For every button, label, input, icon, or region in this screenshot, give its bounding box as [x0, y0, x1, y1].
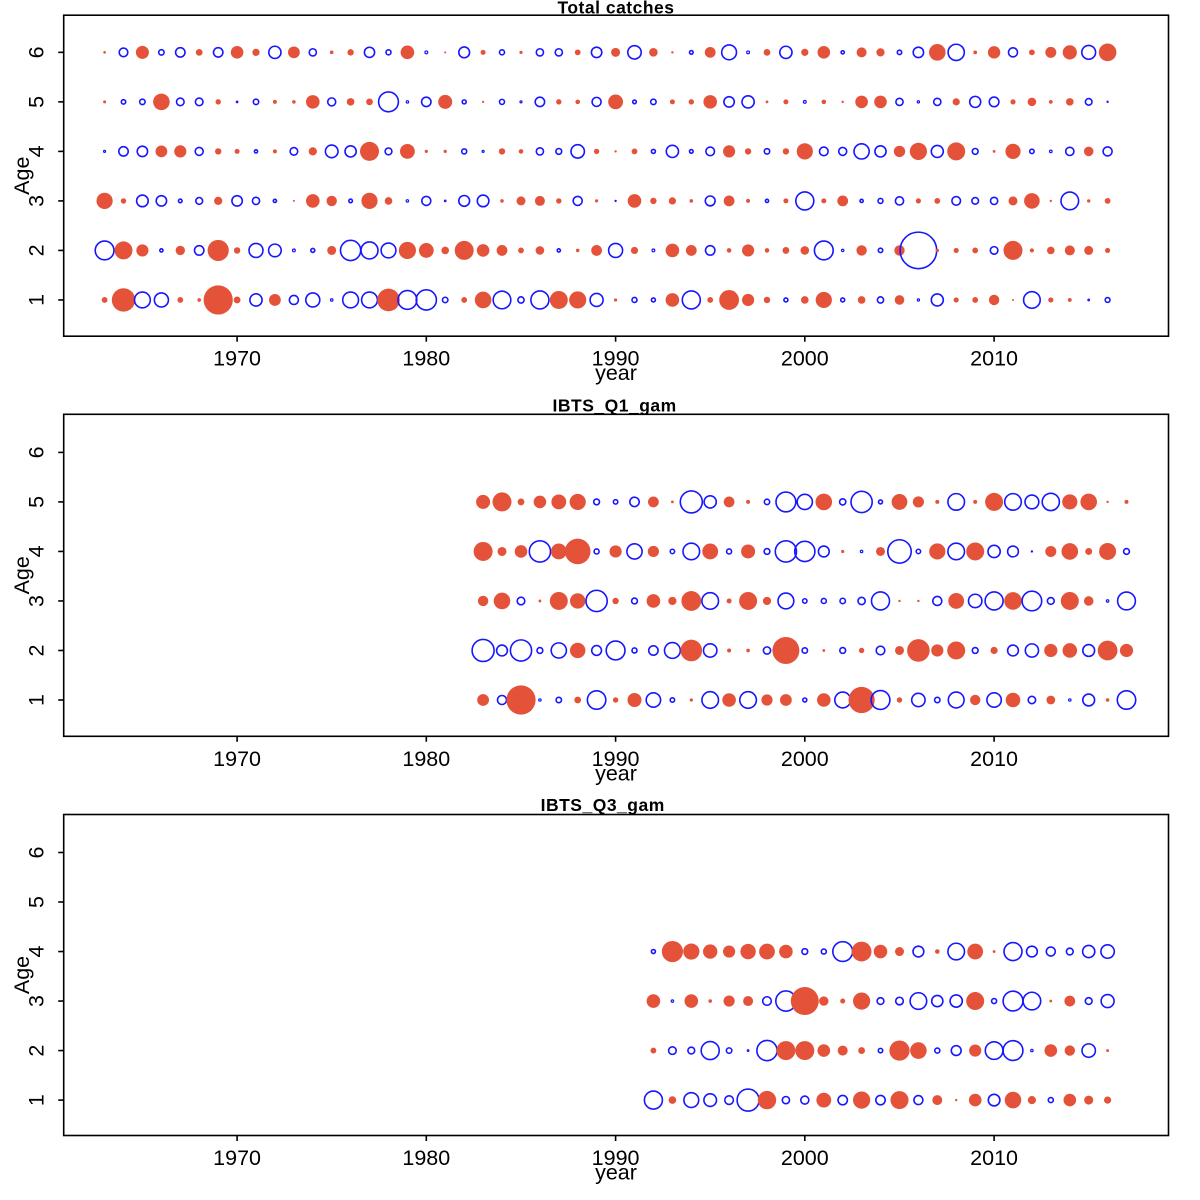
- svg-text:1990: 1990: [592, 747, 640, 771]
- svg-text:1990: 1990: [592, 1146, 640, 1170]
- svg-text:2000: 2000: [781, 1146, 829, 1170]
- svg-text:1980: 1980: [402, 747, 450, 771]
- svg-text:2010: 2010: [970, 347, 1018, 371]
- svg-text:Age: Age: [10, 556, 34, 594]
- svg-text:1990: 1990: [592, 347, 640, 371]
- svg-text:year: year: [595, 361, 637, 385]
- svg-text:year: year: [595, 761, 637, 785]
- svg-text:2: 2: [25, 644, 49, 656]
- svg-text:IBTS_Q1_gam: IBTS_Q1_gam: [553, 395, 677, 415]
- svg-text:2010: 2010: [970, 1146, 1018, 1170]
- svg-text:IBTS_Q3_gam: IBTS_Q3_gam: [541, 795, 665, 815]
- svg-text:5: 5: [25, 896, 49, 908]
- svg-text:2000: 2000: [781, 347, 829, 371]
- svg-text:2: 2: [25, 1045, 49, 1057]
- svg-text:2010: 2010: [970, 747, 1018, 771]
- svg-text:1: 1: [25, 1094, 49, 1106]
- svg-text:1970: 1970: [213, 347, 261, 371]
- svg-text:3: 3: [25, 195, 49, 207]
- svg-text:5: 5: [25, 96, 49, 108]
- svg-text:6: 6: [25, 846, 49, 858]
- svg-text:Age: Age: [10, 956, 34, 994]
- svg-text:4: 4: [25, 145, 49, 157]
- svg-text:4: 4: [25, 946, 49, 958]
- svg-text:5: 5: [25, 496, 49, 508]
- svg-text:4: 4: [25, 545, 49, 557]
- svg-text:1970: 1970: [213, 1146, 261, 1170]
- svg-text:1: 1: [25, 694, 49, 706]
- svg-text:3: 3: [25, 595, 49, 607]
- svg-text:1980: 1980: [402, 1146, 450, 1170]
- svg-text:year: year: [595, 1161, 637, 1185]
- svg-text:1970: 1970: [213, 747, 261, 771]
- svg-text:Total catches: Total catches: [557, 0, 674, 17]
- svg-text:6: 6: [25, 446, 49, 458]
- svg-text:6: 6: [25, 46, 49, 58]
- svg-text:3: 3: [25, 995, 49, 1007]
- svg-text:1: 1: [25, 294, 49, 306]
- svg-text:2: 2: [25, 244, 49, 256]
- svg-text:1980: 1980: [402, 347, 450, 371]
- svg-text:Age: Age: [10, 157, 34, 195]
- svg-text:2000: 2000: [781, 747, 829, 771]
